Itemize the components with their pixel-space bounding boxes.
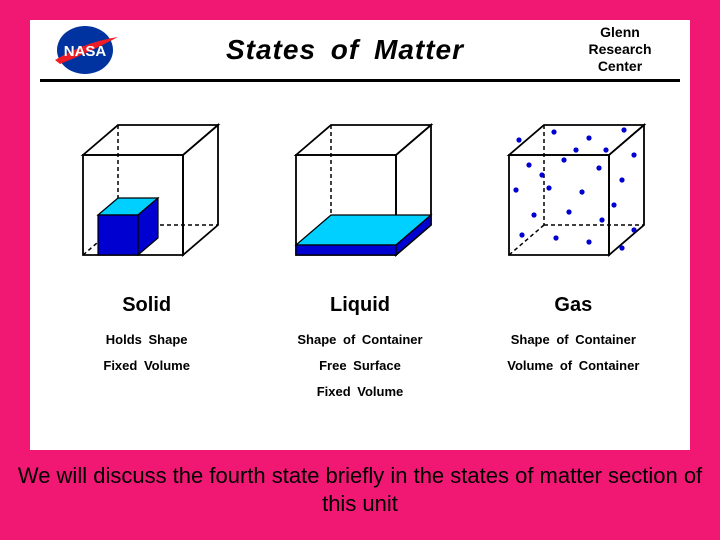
cube-solid (47, 102, 247, 282)
state-col-gas: Gas Shape of Container Volume of Contain… (473, 102, 673, 410)
prop-line: Holds Shape (47, 331, 247, 349)
prop-line: Fixed Volume (260, 383, 460, 401)
slide-caption: We will discuss the fourth state briefly… (0, 462, 720, 517)
state-props: Shape of Container Volume of Container (473, 331, 673, 375)
nasa-logo: NASA (50, 22, 120, 77)
prop-line: Fixed Volume (47, 357, 247, 375)
cube-liquid (260, 102, 460, 282)
prop-line: Free Surface (260, 357, 460, 375)
org-line: Center (570, 58, 670, 75)
nasa-logo-text: NASA (64, 43, 107, 60)
state-col-liquid: Liquid Shape of Container Free Surface F… (260, 102, 460, 410)
state-props: Holds Shape Fixed Volume (47, 331, 247, 375)
org-label: Glenn Research Center (570, 24, 670, 74)
prop-line: Shape of Container (260, 331, 460, 349)
diagram-row: Solid Holds Shape Fixed Volume Liquid Sh… (30, 82, 690, 410)
prop-line: Shape of Container (473, 331, 673, 349)
figure-title: States of Matter (120, 34, 570, 66)
state-props: Shape of Container Free Surface Fixed Vo… (260, 331, 460, 402)
state-name: Gas (473, 294, 673, 317)
figure-panel: NASA States of Matter Glenn Research Cen… (30, 20, 690, 450)
state-name: Solid (47, 294, 247, 317)
org-line: Research (570, 41, 670, 58)
header-bar: NASA States of Matter Glenn Research Cen… (40, 20, 680, 82)
state-col-solid: Solid Holds Shape Fixed Volume (47, 102, 247, 410)
cube-gas (473, 102, 673, 282)
org-line: Glenn (570, 24, 670, 41)
prop-line: Volume of Container (473, 357, 673, 375)
state-name: Liquid (260, 294, 460, 317)
